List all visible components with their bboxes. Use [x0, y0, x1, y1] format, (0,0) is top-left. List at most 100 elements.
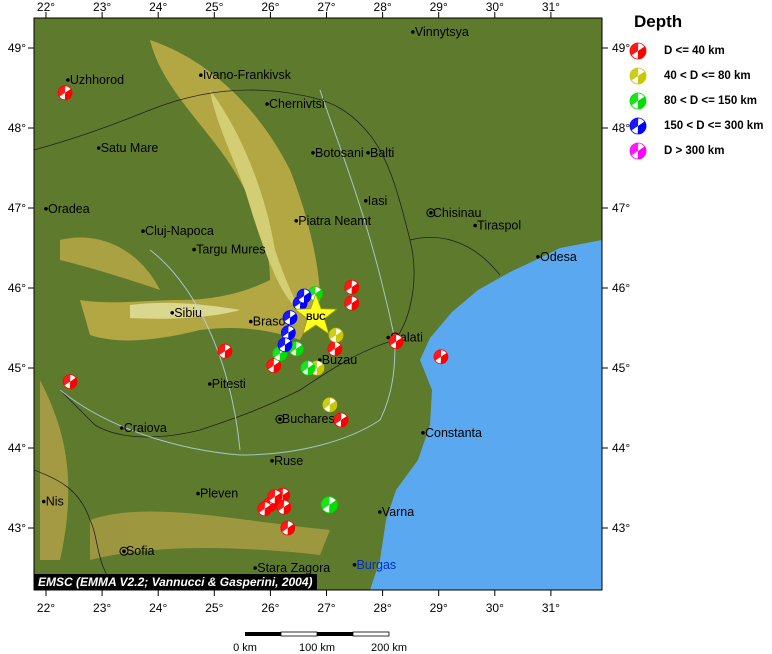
lon-tick-label: 26° [261, 601, 279, 615]
event-beachball[interactable] [280, 520, 296, 536]
legend-item: 80 < D <= 150 km [628, 88, 763, 113]
event-beachball[interactable] [433, 349, 449, 365]
city-constanta: Constanta [421, 426, 482, 440]
city-brasov: Brasov [248, 315, 292, 329]
event-beachball[interactable] [322, 397, 338, 413]
legend-label: D <= 40 km [664, 44, 725, 57]
city-iasi: Iasi [363, 194, 387, 208]
black-sea [370, 240, 602, 590]
depth-legend: Depth D <= 40 km 40 < D <= 80 km 80 < D <=… [628, 12, 763, 163]
scale-label-200: 200 km [370, 642, 408, 654]
lat-tick-label: 48° [612, 121, 630, 135]
legend-beachball[interactable] [629, 142, 647, 159]
city-piatra-neamt: Piatra Neamt [294, 214, 372, 228]
legend-label: 150 < D <= 300 km [664, 119, 764, 132]
lon-tick-label: 30° [486, 0, 504, 14]
city-pleven: Pleven [196, 487, 238, 501]
lon-tick-label: 26° [261, 0, 279, 14]
city-markers: Vinnytsya Uzhhorod Ivano-Frankivsk Chernivt… [41, 25, 577, 575]
event-beachball[interactable] [57, 85, 73, 101]
city-label: Bucharest [282, 412, 339, 426]
legend-label: D > 300 km [664, 144, 725, 157]
legend-beachball[interactable] [629, 117, 647, 134]
legend-label: 40 < D <= 80 km [664, 69, 751, 82]
event-beachball[interactable] [344, 295, 360, 311]
rivers [59, 89, 396, 456]
event-beachball[interactable] [280, 325, 296, 341]
city-label: Varna [382, 505, 414, 519]
city-bucharest: Bucharest [275, 412, 339, 426]
legend-item: D > 300 km [628, 138, 763, 163]
event-beachball[interactable] [288, 341, 304, 357]
axis-ticks: 22° 22° 23° 23° 24° 24° 25° 25° 26° 26° 27° 27° 28° 2… [8, 0, 631, 615]
event-beachball[interactable] [266, 358, 282, 374]
city-label: Craiova [124, 421, 167, 435]
lat-tick-label: 48° [8, 121, 26, 135]
event-beachball[interactable] [327, 341, 343, 357]
city-vinnytsya: Vinnytsya [411, 25, 469, 39]
city-uzhhorod: Uzhhorod [66, 73, 124, 87]
city-label: Chisinau [433, 206, 482, 220]
city-ivano-frankivsk: Ivano-Frankivsk [199, 68, 292, 82]
lon-tick-label: 24° [149, 601, 167, 615]
scale-label-0: 0 km [233, 642, 257, 654]
legend-label: 80 < D <= 150 km [664, 94, 758, 107]
beachball-icon [629, 92, 647, 109]
city-balti: Balti [366, 146, 394, 160]
lon-tick-label: 29° [430, 0, 448, 14]
lat-tick-label: 49° [8, 41, 26, 55]
lat-tick-label: 49° [612, 41, 630, 55]
city-sofia: Sofia [119, 544, 155, 558]
event-beachball[interactable] [388, 334, 404, 350]
city-label: Constanta [425, 426, 482, 440]
star-icon [293, 292, 338, 335]
event-beachball[interactable] [320, 496, 338, 514]
lon-tick-label: 27° [317, 601, 335, 615]
country-borders [34, 89, 501, 590]
event-beachball[interactable] [300, 360, 316, 376]
event-beachball[interactable] [62, 374, 78, 390]
event-beachball[interactable] [276, 499, 292, 515]
event-beachball[interactable] [282, 310, 298, 326]
event-beachball[interactable] [217, 343, 233, 359]
lon-tick-label: 31° [542, 601, 560, 615]
city-label: Burgas [357, 558, 397, 572]
city-label: Uzhhorod [70, 73, 124, 87]
city-ruse: Ruse [270, 454, 303, 468]
event-beachball[interactable] [328, 327, 344, 343]
lat-tick-label: 44° [612, 441, 630, 455]
station-buc[interactable]: BUC [293, 292, 338, 335]
lon-tick-label: 28° [374, 601, 392, 615]
legend-beachball[interactable] [629, 42, 647, 59]
beachball-icon [629, 42, 647, 59]
event-beachball[interactable] [257, 501, 273, 517]
lon-tick-label: 23° [93, 0, 111, 14]
lon-tick-label: 27° [317, 0, 335, 14]
event-beachball[interactable] [296, 288, 312, 304]
event-beachball[interactable] [277, 337, 293, 353]
city-label: Satu Mare [101, 141, 159, 155]
map-frame [33, 17, 603, 591]
event-beachball[interactable] [267, 489, 283, 505]
city-odesa: Odesa [536, 250, 577, 264]
city-stara-zagora: Stara Zagora [253, 561, 330, 575]
city-cluj-napoca: Cluj-Napoca [141, 224, 214, 238]
city-chisinau: Chisinau [426, 206, 482, 220]
beachball-icon [629, 67, 647, 84]
city-label: Sofia [126, 544, 155, 558]
legend-beachball[interactable] [629, 92, 647, 109]
scale-label-100: 100 km [298, 642, 336, 654]
city-label: Piatra Neamt [298, 214, 371, 228]
city-label: Sibiu [174, 306, 202, 320]
lon-tick-label: 23° [93, 601, 111, 615]
city-burgas: Burgas [352, 558, 397, 572]
city-targu-mures: Targu Mures [192, 243, 266, 257]
city-label: Targu Mures [196, 243, 265, 257]
city-label: Balti [370, 146, 394, 160]
lon-tick-label: 22° [37, 0, 55, 14]
lon-tick-label: 22° [37, 601, 55, 615]
legend-beachball[interactable] [629, 67, 647, 84]
event-beachball[interactable] [333, 412, 349, 428]
event-beachball[interactable] [344, 279, 360, 295]
